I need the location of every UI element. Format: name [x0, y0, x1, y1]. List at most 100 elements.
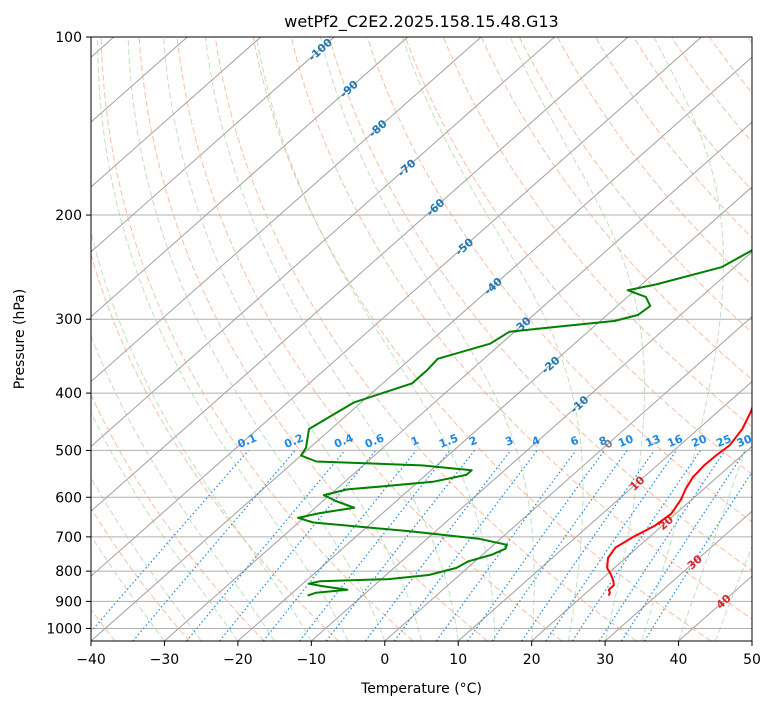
y-tick-label: 500: [55, 443, 82, 459]
dry-adiabat-line: [138, 37, 488, 641]
x-tick-label: 20: [523, 652, 541, 668]
dry-adiabat-line: [91, 393, 265, 641]
mixing-ratio-label: 25: [714, 432, 733, 450]
mixing-ratio-label: 6: [569, 434, 581, 449]
dry-adiabat-line: [594, 37, 752, 239]
isotherm-line: [237, 186, 752, 641]
plot-area: 0.1 0.2 0.4 0.6 1 1.5 2 3 4 6 8 10 13 16 20 25 30 36-100-…: [91, 37, 754, 641]
y-axis-label: Pressure (hPa): [12, 289, 28, 389]
mixing-ratio-line: [299, 450, 451, 641]
mixing-ratio-label: 0.1: [236, 431, 259, 450]
isotherm-line: [91, 37, 482, 383]
moist-adiabat-line: [641, 37, 724, 641]
moist-adiabat-line: [127, 37, 386, 641]
dewpoint-trace: [297, 248, 752, 597]
dry-adiabat-line: [214, 37, 637, 641]
isotherm-line: [91, 37, 262, 188]
mixing-ratio-line: [466, 450, 605, 641]
y-tick-label: 100: [55, 30, 82, 46]
x-axis-label: Temperature (°C): [360, 681, 482, 697]
moist-adiabat-line: [204, 37, 459, 641]
x-tick-label: 10: [449, 652, 467, 668]
isotherm-line: [164, 121, 752, 641]
moist-adiabat-line: [509, 37, 645, 641]
dry-adiabat-line: [91, 252, 339, 641]
x-tick-label: −20: [223, 652, 253, 668]
mixing-ratio-line: [571, 450, 701, 641]
mixing-ratio-label: 20: [690, 432, 709, 450]
y-tick-label: 700: [55, 530, 82, 546]
y-tick-label: 400: [55, 386, 82, 402]
moist-adiabat-line: [319, 37, 535, 641]
dry-adiabat-line: [328, 37, 752, 571]
dry-adiabat-line: [518, 37, 752, 334]
moist-adiabat-line: [163, 37, 422, 641]
mixing-ratio-line: [132, 450, 296, 641]
x-tick-label: −10: [297, 652, 327, 668]
dry-adiabat-line: [708, 37, 752, 94]
isotherm-line: [91, 37, 188, 123]
x-tick-label: 30: [596, 652, 614, 668]
y-tick-label: 900: [55, 594, 82, 610]
mixing-ratio-line: [435, 450, 577, 641]
isotherm-line: [604, 510, 752, 641]
isotherm-line: [751, 640, 752, 641]
dry-adiabat-line: [91, 507, 190, 641]
mixing-ratio-label: 16: [666, 432, 685, 450]
axis-ticks: −40 −30 −20 −10 0 10 20 30 40 5010020030040050060…: [46, 30, 761, 668]
moist-adiabat-line: [256, 37, 496, 641]
mixing-ratio-line: [621, 450, 747, 641]
mixing-ratio-label: 1: [409, 434, 421, 449]
isotherm-line: [91, 37, 555, 448]
x-tick-label: −30: [150, 652, 180, 668]
moist-adiabat-line: [97, 37, 349, 641]
mixing-ratio-label: 13: [643, 432, 662, 450]
y-tick-label: 1000: [46, 621, 82, 637]
mixing-ratio-label: 3: [503, 434, 515, 449]
mixing-ratio-line: [219, 450, 377, 641]
isotherm-line: [384, 316, 752, 641]
moist-adiabat-line: [91, 230, 312, 641]
y-tick-label: 200: [55, 208, 82, 224]
mixing-ratio-line: [393, 450, 538, 641]
isotherm-line: [91, 37, 702, 577]
dry-adiabat-line: [670, 37, 752, 143]
x-tick-label: 50: [743, 652, 761, 668]
mixing-ratio-label: 8: [597, 434, 609, 449]
isotherm-line: [91, 37, 408, 318]
mixing-ratio-line: [521, 450, 655, 641]
y-tick-label: 600: [55, 490, 82, 506]
y-tick-label: 300: [55, 312, 82, 328]
plot-frame: [90, 36, 753, 642]
mixing-ratio-line: [262, 450, 417, 641]
mixing-ratio-line: [365, 450, 512, 641]
isotherm-line: [91, 37, 335, 253]
dry-adiabat-line: [442, 37, 752, 428]
isotherm-line: [91, 37, 629, 512]
dry-adiabat-line: [100, 37, 414, 641]
temperature-trace: [606, 405, 752, 596]
x-tick-label: −40: [76, 652, 106, 668]
mixing-ratio-line: [598, 450, 726, 641]
x-tick-label: 0: [380, 652, 389, 668]
dry-adiabat-line: [746, 37, 752, 44]
y-tick-label: 800: [55, 564, 82, 580]
moist-adiabat-line: [678, 427, 752, 641]
mixing-ratio-label: 2: [467, 434, 479, 449]
dry-adiabat-line: [556, 37, 752, 286]
moist-adiabat-line: [91, 411, 239, 641]
dry-adiabat-line: [252, 37, 712, 641]
x-tick-label: 40: [670, 652, 688, 668]
mixing-ratio-lines: [91, 450, 752, 641]
isotherm-line: [531, 445, 752, 641]
mixing-ratio-label: 0.4: [332, 431, 355, 450]
mixing-ratio-line: [545, 450, 677, 641]
mixing-ratio-label: 30: [735, 432, 754, 450]
mixing-ratio-line: [491, 450, 628, 641]
isotherm-line: [457, 380, 752, 641]
mixing-ratio-line: [186, 450, 346, 641]
mixing-ratio-line: [643, 471, 752, 641]
dry-adiabat-line: [290, 37, 752, 620]
